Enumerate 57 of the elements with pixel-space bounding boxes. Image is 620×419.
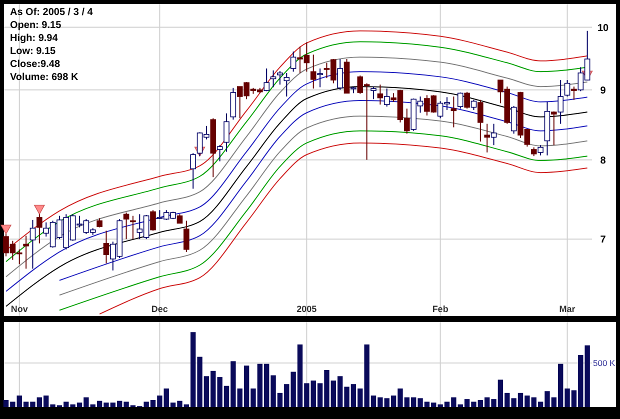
candlestick (551, 110, 557, 146)
line-series (58, 130, 588, 311)
candlestick (538, 144, 544, 156)
candlestick (571, 86, 577, 100)
y-tick-label: 7 (600, 234, 606, 246)
candlestick (317, 68, 323, 88)
annotation: As Of: 2005 / 3 / 4 (10, 7, 94, 18)
candlestick (176, 214, 183, 224)
y-tick-label: 8 (600, 155, 606, 166)
x-tick-label: Nov (10, 304, 28, 314)
candlestick (457, 92, 464, 110)
candlestick (190, 152, 196, 190)
annotation: High: 9.94 (10, 33, 58, 44)
candlestick (30, 219, 36, 270)
line-series (99, 142, 588, 315)
candlestick (510, 105, 517, 134)
candlestick (36, 214, 42, 244)
y-tick-label: 500 K (593, 358, 616, 368)
y-tick-label: 10 (597, 22, 609, 34)
candlestick (284, 72, 290, 97)
candlestick (310, 54, 316, 90)
candlestick (150, 210, 156, 232)
candlestick (558, 80, 564, 124)
candlestick (224, 112, 230, 152)
annotation: Low: 9.15 (10, 46, 56, 57)
candlestick (290, 51, 296, 72)
x-tick-label: 2005 (296, 304, 317, 314)
y-tick-label: 9 (600, 85, 606, 96)
annotation: Open: 9.15 (10, 20, 62, 31)
annotation: Volume: 698 K (10, 72, 79, 83)
candlestick (370, 86, 376, 100)
line-series (58, 100, 588, 281)
candlestick (490, 123, 497, 146)
candlestick (264, 68, 270, 92)
candlestick (384, 88, 390, 108)
candlestick (103, 230, 110, 264)
line-series (58, 116, 588, 296)
candlestick (270, 70, 276, 88)
candlestick (123, 212, 130, 240)
candlestick (478, 99, 484, 142)
candlestick (484, 123, 490, 153)
x-tick-label: Dec (151, 304, 168, 314)
candlestick (216, 144, 223, 162)
x-tick-label: Feb (432, 304, 449, 314)
candlestick (277, 70, 283, 86)
candlestick (464, 91, 470, 110)
candlestick (564, 80, 570, 97)
candlestick (470, 99, 477, 110)
candlestick (96, 218, 102, 228)
annotation: Close:9.48 (10, 59, 60, 70)
candlestick (23, 235, 29, 270)
candlestick (450, 96, 457, 128)
candlestick (337, 58, 343, 90)
candlestick (377, 84, 384, 106)
candlestick (130, 215, 136, 240)
candlestick (184, 220, 190, 252)
x-tick-label: Mar (559, 304, 576, 314)
